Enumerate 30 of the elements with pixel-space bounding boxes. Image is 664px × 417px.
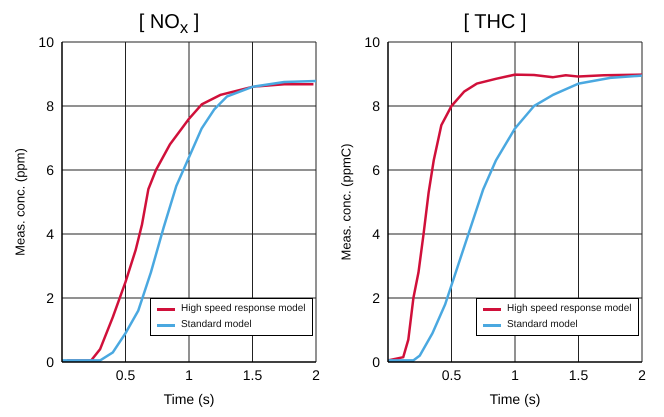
y-axis-title: Meas. conc. (ppmC): [338, 143, 354, 261]
chart-title: [ NO$_{x}$ ]: [138, 11, 200, 37]
chart-title: [ THC ]: [464, 11, 526, 33]
legend-label: High speed response model: [181, 302, 306, 316]
y-tick-label: 0: [46, 354, 54, 370]
legend-label: Standard model: [507, 318, 578, 332]
y-tick-label: 8: [372, 98, 380, 114]
y-tick-label: 0: [372, 354, 380, 370]
legend-label: Standard model: [181, 318, 252, 332]
x-tick-label: 1: [511, 366, 520, 383]
y-tick-label: 6: [372, 162, 380, 178]
x-tick-label: 2: [312, 366, 320, 383]
x-axis-title: Time (s): [164, 391, 214, 407]
x-tick-label: 0.5: [442, 366, 462, 383]
y-tick-label: 8: [46, 98, 54, 114]
y-tick-label: 4: [46, 226, 54, 242]
y-tick-label: 2: [372, 290, 380, 306]
y-tick-label: 6: [46, 162, 54, 178]
x-tick-label: 1: [185, 366, 194, 383]
y-tick-label: 2: [46, 290, 54, 306]
y-axis-title: Meas. conc. (ppm): [12, 148, 28, 256]
x-tick-label: 1.5: [568, 366, 588, 383]
y-tick-label: 10: [38, 34, 54, 50]
x-tick-label: 2: [638, 366, 646, 383]
x-tick-label: 0.5: [116, 366, 136, 383]
x-tick-label: 1.5: [242, 366, 262, 383]
y-tick-label: 4: [372, 226, 380, 242]
x-axis-title: Time (s): [490, 391, 540, 407]
legend-label: High speed response model: [507, 302, 632, 316]
y-tick-label: 10: [364, 34, 380, 50]
